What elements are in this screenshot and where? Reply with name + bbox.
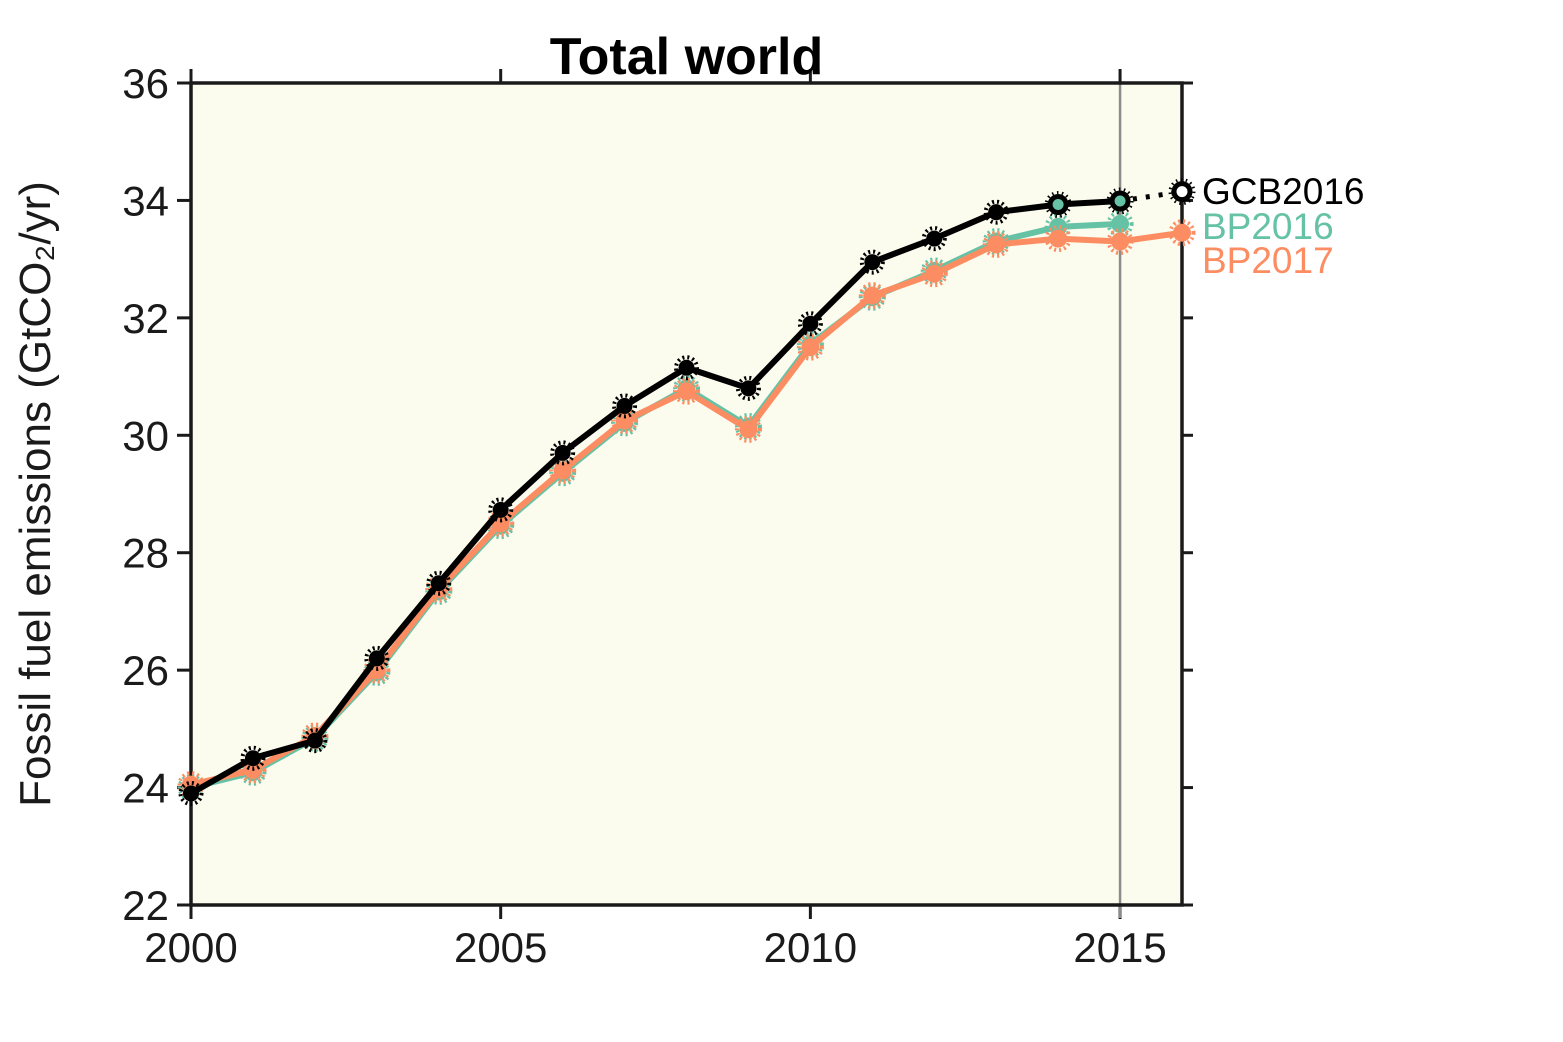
data-point-gcb2016-2006 <box>554 444 571 461</box>
data-point-gcb2016-2005-fringe <box>488 497 514 523</box>
data-point-gcb2016-2008 <box>678 359 695 376</box>
x-tick-label-2010: 2010 <box>764 924 857 971</box>
plot-area <box>191 83 1182 905</box>
data-point-gcb2016-2007-fringe <box>612 393 638 419</box>
data-point-bp2016-2004-fringe <box>425 577 453 605</box>
data-point-bp2017-2016-fringe <box>1168 219 1196 247</box>
data-point-gcb2016-2011 <box>864 254 881 271</box>
data-point-gcb2016-2013 <box>988 204 1005 221</box>
data-point-gcb2016-2015-fringe <box>1106 187 1134 215</box>
data-point-bp2017-2006-fringe <box>549 457 577 485</box>
data-point-gcb2016-2010-fringe <box>797 311 823 337</box>
data-point-bp2017-2014-fringe <box>1044 225 1072 253</box>
data-point-bp2017-2004-fringe <box>425 575 453 603</box>
data-point-bp2016-2010-fringe <box>796 330 824 358</box>
data-point-bp2016-2015-fringe <box>1106 210 1134 238</box>
y-tick-label-24: 24 <box>122 765 169 812</box>
data-point-bp2017-2011-fringe <box>858 282 886 310</box>
data-point-bp2016-2006-fringe <box>549 459 577 487</box>
data-point-gcb2016-2001-fringe <box>240 745 266 771</box>
data-point-gcb2016-2014 <box>1047 194 1069 216</box>
data-point-bp2016-2007-fringe <box>611 409 639 437</box>
data-point-bp2017-2015-fringe <box>1106 228 1134 256</box>
data-point-bp2017-2016 <box>1173 223 1191 242</box>
legend-label-bp2016: BP2016 <box>1202 206 1334 247</box>
y-tick-label-32: 32 <box>122 295 169 342</box>
x-tick-label-2005: 2005 <box>454 924 547 971</box>
data-point-gcb2016-2012 <box>926 230 943 247</box>
data-point-bp2016-2002-fringe <box>301 724 329 752</box>
legend-label-gcb2016: GCB2016 <box>1202 171 1365 212</box>
data-point-gcb2016-2003 <box>368 650 385 667</box>
data-point-gcb2016-2004-fringe <box>426 570 452 596</box>
data-point-gcb2016-2016-fringe <box>1168 178 1196 206</box>
y-tick-label-30: 30 <box>122 412 169 459</box>
data-point-gcb2016-2004 <box>430 575 447 592</box>
data-point-bp2016-2008-fringe <box>673 374 700 402</box>
y-tick-label-28: 28 <box>122 530 169 577</box>
data-point-gcb2016-2015 <box>1109 190 1131 212</box>
axes-box <box>189 81 1184 907</box>
data-point-bp2016-2015 <box>1111 214 1130 233</box>
data-point-bp2017-2011 <box>863 286 882 305</box>
data-point-bp2017-2001-fringe <box>239 756 267 784</box>
y-tick-label-22: 22 <box>122 882 169 929</box>
data-point-gcb2016-2009-fringe <box>735 375 761 401</box>
data-point-gcb2016-2009 <box>740 380 757 397</box>
data-point-gcb2016-2011-fringe <box>859 249 885 275</box>
data-point-bp2017-2009 <box>739 420 758 439</box>
data-point-gcb2016-2008-fringe <box>674 355 699 381</box>
data-point-bp2017-2013 <box>987 235 1006 254</box>
data-point-bp2017-2008 <box>677 382 696 401</box>
x-tick-label-2000: 2000 <box>144 924 237 971</box>
y-axis-label: Fossil fuel emissions (GtCO₂/yr) <box>11 181 60 807</box>
data-point-bp2017-2010 <box>801 338 820 357</box>
data-point-bp2016-2014-fringe <box>1044 213 1072 241</box>
y-tick-label-34: 34 <box>122 177 169 224</box>
data-point-gcb2016-2000 <box>183 785 199 802</box>
data-point-bp2017-2006 <box>553 461 572 480</box>
data-point-gcb2016-2013-fringe <box>983 199 1009 225</box>
data-point-bp2017-2015 <box>1111 232 1130 251</box>
data-point-bp2017-2009-fringe <box>734 415 762 443</box>
data-point-bp2016-2009-fringe <box>734 412 762 440</box>
data-point-gcb2016-2014-fringe <box>1044 191 1072 219</box>
data-point-gcb2016-2012-fringe <box>921 226 947 252</box>
data-point-gcb2016-2007 <box>616 397 633 414</box>
data-point-gcb2016-2001 <box>244 750 261 767</box>
data-point-gcb2016-2010 <box>802 315 819 332</box>
y-tick-label-26: 26 <box>122 647 169 694</box>
data-point-gcb2016-2000-fringe <box>178 780 204 806</box>
x-tick-label-2015: 2015 <box>1073 924 1166 971</box>
data-point-gcb2016-2006-fringe <box>550 440 576 466</box>
data-point-gcb2016-2002-fringe <box>302 728 328 754</box>
data-point-bp2017-2008-fringe <box>673 377 700 405</box>
data-point-gcb2016-2005 <box>492 501 509 518</box>
data-point-bp2017-2014 <box>1049 229 1068 248</box>
y-tick-label-36: 36 <box>122 60 169 107</box>
data-point-gcb2016-2016 <box>1171 181 1193 203</box>
data-point-bp2017-2013-fringe <box>982 230 1010 258</box>
data-point-bp2017-2012-fringe <box>920 260 948 288</box>
data-point-bp2017-2007-fringe <box>611 407 639 435</box>
chart-title: Total world <box>549 28 824 86</box>
data-point-gcb2016-2003-fringe <box>364 645 390 671</box>
legend-label-bp2017: BP2017 <box>1202 240 1334 281</box>
data-point-bp2017-2010-fringe <box>796 333 824 361</box>
series-line-gcb2016 <box>189 198 1121 797</box>
data-point-gcb2016-2002 <box>306 732 323 749</box>
data-point-bp2017-2012 <box>925 264 944 283</box>
